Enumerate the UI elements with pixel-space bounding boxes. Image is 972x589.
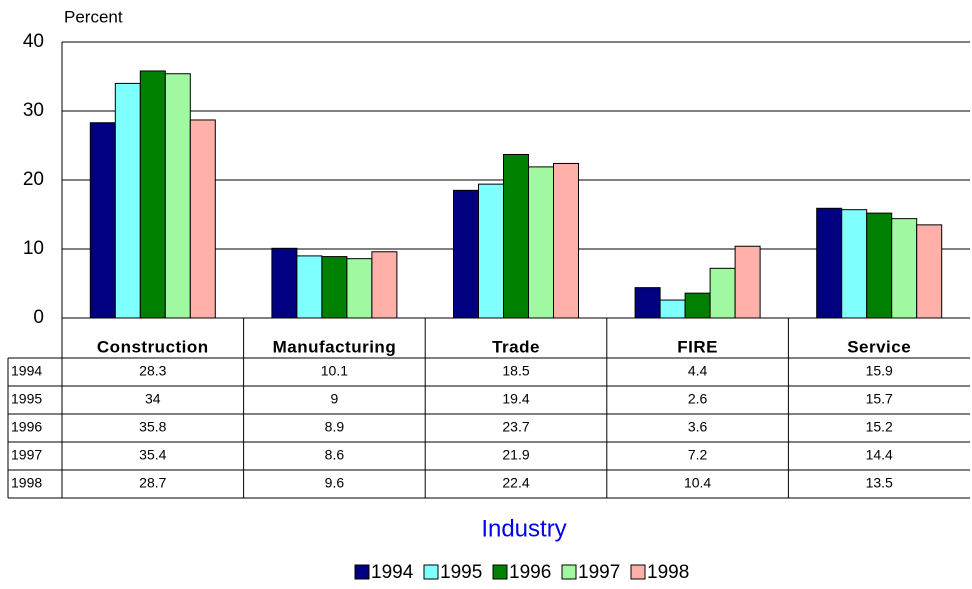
table-cell: 15.7	[866, 391, 893, 407]
bar	[139, 70, 166, 319]
y-tick-label: 0	[33, 307, 44, 328]
row-label: 1994	[11, 363, 42, 379]
table-cell: 15.2	[866, 419, 893, 435]
bar	[866, 212, 893, 319]
legend-swatch	[423, 564, 439, 580]
x-axis-label: Industry	[481, 515, 566, 542]
legend-swatch	[561, 564, 577, 580]
bar	[659, 299, 686, 319]
y-tick-label: 10	[23, 238, 44, 259]
bar	[684, 292, 711, 319]
bar	[371, 251, 398, 319]
y-tick-label: 30	[23, 100, 44, 121]
table-cell: 9	[331, 391, 339, 407]
row-label: 1998	[11, 475, 42, 491]
category-label: Trade	[492, 337, 540, 356]
bar	[734, 245, 761, 319]
bar	[271, 247, 298, 319]
bar	[321, 256, 348, 319]
row-label: 1996	[11, 419, 42, 435]
table-cell: 3.6	[688, 419, 708, 435]
bar	[553, 162, 579, 319]
table-cell: 9.6	[325, 475, 345, 491]
legend-swatch	[354, 564, 370, 580]
table-cell: 19.4	[502, 391, 529, 407]
table-cell: 2.6	[688, 391, 708, 407]
table-cell: 14.4	[866, 447, 893, 463]
table-cell: 28.7	[139, 475, 166, 491]
table-cell: 28.3	[139, 363, 166, 379]
y-tick-label: 40	[23, 31, 44, 52]
category-label: Manufacturing	[273, 337, 397, 356]
legend-label: 1998	[647, 562, 689, 583]
table-cell: 15.9	[866, 363, 893, 379]
bar	[478, 183, 504, 319]
table-cell: 8.9	[325, 419, 345, 435]
table-cell: 34	[145, 391, 161, 407]
bar	[503, 153, 529, 319]
table-cell: 35.4	[139, 447, 166, 463]
bar	[89, 122, 116, 319]
bar	[189, 119, 216, 319]
table-cell: 22.4	[502, 475, 529, 491]
legend-label: 1994	[371, 562, 414, 583]
bar	[114, 82, 141, 319]
bar	[841, 209, 868, 319]
table-cell: 23.7	[502, 419, 529, 435]
bar	[709, 267, 736, 319]
y-axis-label: Percent	[64, 7, 123, 26]
table-cell: 35.8	[139, 419, 166, 435]
category-label: Construction	[97, 337, 209, 356]
legend-swatch	[492, 564, 508, 580]
table-cell: 10.1	[321, 363, 348, 379]
bar	[164, 73, 191, 319]
legend-label: 1997	[578, 562, 620, 583]
bar	[453, 189, 479, 319]
legend-swatch	[630, 564, 646, 580]
category-label: FIRE	[677, 337, 718, 356]
row-label: 1997	[11, 447, 42, 463]
table-cell: 13.5	[866, 475, 893, 491]
table-cell: 7.2	[688, 447, 708, 463]
row-label: 1995	[11, 391, 42, 407]
bar	[528, 166, 554, 319]
table-cell: 21.9	[502, 447, 529, 463]
table-cell: 10.4	[684, 475, 711, 491]
bar	[816, 207, 843, 319]
table-cell: 4.4	[688, 363, 708, 379]
legend-label: 1995	[440, 562, 482, 583]
table-cell: 8.6	[325, 447, 345, 463]
bar	[296, 255, 323, 319]
bar	[634, 287, 661, 319]
category-label: Service	[847, 337, 911, 356]
bar	[916, 224, 943, 319]
legend-label: 1996	[509, 562, 551, 583]
table-cell: 18.5	[502, 363, 529, 379]
y-tick-label: 20	[23, 169, 44, 190]
bar	[891, 218, 918, 319]
bar	[346, 258, 373, 319]
